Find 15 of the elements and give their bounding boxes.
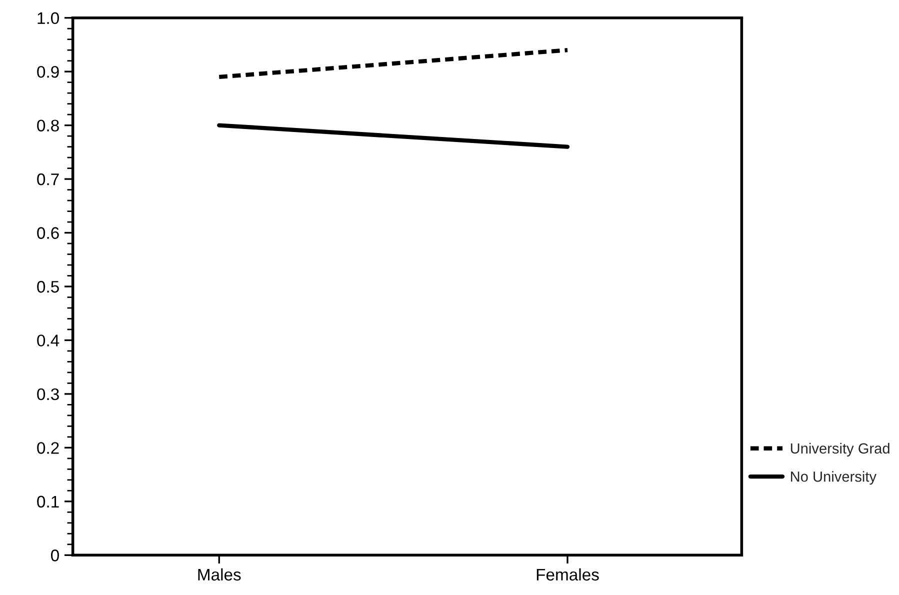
y-tick-label: 0.7 (37, 173, 59, 186)
y-tick-label: 0.2 (37, 442, 59, 454)
y-tick-label: 0.4 (37, 334, 60, 346)
x-tick-label: Females (536, 568, 599, 581)
y-tick-label: 0 (51, 550, 59, 562)
y-tick-label: 0.6 (37, 227, 59, 239)
y-tick-label: 0.1 (37, 496, 59, 508)
x-tick-label: Males (198, 568, 241, 581)
y-tick-label: 0.5 (37, 280, 59, 293)
y-tick-label: 0.9 (37, 66, 59, 78)
y-tick-label: 0.8 (37, 120, 59, 132)
y-tick-label: 1.0 (38, 12, 59, 24)
legend-label: University Grad (790, 442, 890, 457)
legend-label: No University (790, 471, 876, 485)
y-tick-label: 0.3 (37, 388, 59, 400)
